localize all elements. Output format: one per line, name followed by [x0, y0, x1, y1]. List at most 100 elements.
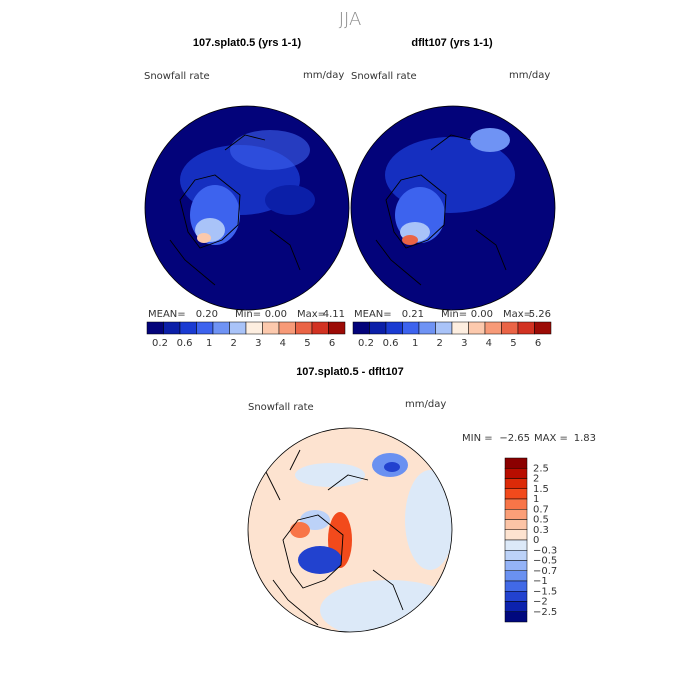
stat: MEAN= [148, 309, 186, 320]
colorbar-box [504, 539, 528, 551]
colorbar-box [504, 591, 528, 602]
colorbar-label: −2.5 [533, 607, 557, 618]
stat: Max= [297, 309, 326, 320]
colorbar-box [504, 457, 528, 469]
colorbar-label: 2.5 [533, 463, 549, 474]
colorbar-label: 2 [231, 338, 237, 349]
map [145, 106, 349, 310]
stat: −2.65 [499, 433, 530, 444]
colorbar-box [517, 321, 535, 335]
colorbar-box [534, 321, 552, 335]
stat: 0.21 [402, 309, 424, 320]
colorbar-box [504, 468, 528, 479]
stat: 0.00 [265, 309, 287, 320]
colorbar-label: 0.6 [383, 338, 399, 349]
variable-label: Snowfall rate [351, 71, 417, 82]
stat: Max= [503, 309, 532, 320]
stat: MAX = [534, 433, 568, 444]
colorbar-box [402, 321, 420, 335]
stat: Min= [441, 309, 467, 320]
stat: MEAN= [354, 309, 392, 320]
colorbar-box [163, 321, 181, 335]
colorbar-label: 5 [510, 338, 516, 349]
colorbar-label: 0 [533, 535, 539, 546]
map [351, 106, 555, 310]
stat: 0.20 [196, 309, 218, 320]
colorbar-label: 3 [461, 338, 467, 349]
colorbar-label: 4 [280, 338, 286, 349]
colorbar-label: 0.7 [533, 504, 549, 515]
variable-label: Snowfall rate [248, 402, 314, 413]
colorbar-label: 0.2 [358, 338, 374, 349]
colorbar-box [468, 321, 486, 335]
colorbar-box [504, 580, 528, 592]
stat: 4.11 [323, 309, 345, 320]
colorbar-box [278, 321, 296, 335]
colorbar-box [504, 570, 528, 582]
stat: 5.26 [529, 309, 551, 320]
colorbar-box [196, 321, 214, 335]
units-label: mm/day [509, 70, 550, 81]
colorbar-box [504, 488, 528, 500]
figure-title: JJA [339, 9, 362, 30]
variable-label: Snowfall rate [144, 71, 210, 82]
colorbar-box [504, 550, 528, 561]
panel-title: 107.splat0.5 (yrs 1-1) [193, 37, 302, 49]
stat: 0.00 [471, 309, 493, 320]
colorbar-box [295, 321, 313, 335]
colorbar-label: 0.3 [533, 525, 549, 536]
colorbar-box [504, 601, 528, 612]
colorbar-box [311, 321, 329, 335]
colorbar-box [504, 478, 528, 489]
colorbar-label: 0.5 [533, 515, 549, 526]
colorbar-label: 0.2 [152, 338, 168, 349]
colorbar-box [504, 611, 528, 623]
colorbar-box [352, 321, 370, 335]
colorbar-label: −1.5 [533, 586, 557, 597]
colorbar-box [369, 321, 387, 335]
colorbar-box [146, 321, 164, 335]
colorbar-label: −1 [533, 576, 548, 587]
colorbar-label: 0.6 [177, 338, 193, 349]
colorbar-label: 2 [437, 338, 443, 349]
panel-title: dflt107 (yrs 1-1) [411, 37, 493, 49]
colorbar-box [385, 321, 403, 335]
panel-title: 107.splat0.5 - dflt107 [296, 366, 404, 378]
colorbar-label: 1 [206, 338, 212, 349]
colorbar-box [418, 321, 436, 335]
colorbar-label: −2 [533, 597, 548, 608]
colorbar-label: −0.5 [533, 556, 557, 567]
units-label: mm/day [303, 70, 344, 81]
colorbar-label: −0.7 [533, 566, 557, 577]
colorbar-label: 3 [255, 338, 261, 349]
colorbar-box [328, 321, 346, 335]
colorbar-label: 1 [412, 338, 418, 349]
colorbar-box [504, 519, 528, 530]
colorbar-box [504, 498, 528, 510]
colorbar-label: 6 [535, 338, 541, 349]
colorbar-label: −0.3 [533, 545, 557, 556]
stat: MIN = [462, 433, 493, 444]
colorbar-box [504, 509, 528, 520]
colorbar-box [501, 321, 519, 335]
colorbar-label: 4 [486, 338, 492, 349]
colorbar-label: 1 [533, 494, 539, 505]
colorbar-label: 2 [533, 474, 539, 485]
map [248, 428, 452, 632]
colorbar-box [435, 321, 453, 335]
colorbar-box [179, 321, 197, 335]
colorbar-box [245, 321, 263, 335]
units-label: mm/day [405, 399, 446, 410]
colorbar-box [504, 560, 528, 571]
stat: Min= [235, 309, 261, 320]
colorbar-box [229, 321, 247, 335]
colorbar-box [451, 321, 469, 335]
colorbar-box [484, 321, 502, 335]
colorbar-box [262, 321, 280, 335]
colorbar-box [212, 321, 230, 335]
stat: 1.83 [574, 433, 596, 444]
colorbar-label: 6 [329, 338, 335, 349]
colorbar-label: 1.5 [533, 484, 549, 495]
colorbar-box [504, 529, 528, 541]
